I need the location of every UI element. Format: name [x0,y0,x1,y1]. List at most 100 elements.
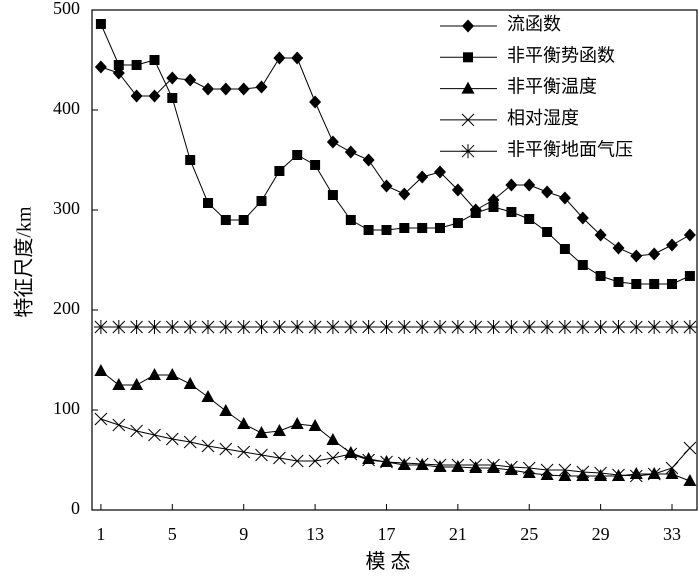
point-series-1-x8 [219,82,232,96]
point-series-4-x5 [165,432,179,446]
point-series-2-x25 [524,214,535,224]
point-series-5-x17 [379,320,394,334]
point-series-2-x33 [667,279,677,289]
point-series-2-x18 [399,223,410,233]
point-series-1-x30 [612,241,625,255]
point-series-3-x26 [540,468,554,480]
point-series-2-x28 [577,260,588,270]
y-tick-label-400: 400 [53,98,80,118]
point-series-3-x13 [308,419,322,431]
point-series-4-x33 [665,461,679,475]
point-series-5-x33 [665,320,679,334]
point-series-1-x4 [148,89,161,103]
point-series-2-x3 [131,60,142,70]
point-series-4-x32 [647,467,661,481]
plot-frame [91,9,698,511]
point-series-2-x27 [559,244,570,254]
point-series-4-x29 [594,466,607,480]
legend-label-2: 非平衡势函数 [507,45,615,65]
point-series-3-x18 [397,458,411,470]
point-series-5-x5 [165,320,180,334]
series-line-3 [100,370,691,482]
point-series-5-x10 [254,320,269,334]
point-series-5-x13 [308,320,323,334]
point-series-5-x22 [468,320,483,334]
point-series-3-x33 [665,467,679,479]
point-series-4-x9 [237,445,251,459]
point-series-2-x34 [684,271,695,281]
point-series-4-x26 [540,463,554,477]
point-series-4-x22 [469,458,483,472]
x-tick-label-17: 17 [377,524,395,544]
point-series-3-x32 [647,467,661,479]
legend-label-1: 流函数 [507,14,561,34]
point-series-4-x18 [397,456,411,470]
point-series-5-x23 [486,320,501,334]
point-series-1-x16 [362,153,375,167]
point-series-2-x16 [363,225,374,235]
point-series-3-x14 [326,433,340,445]
point-series-3-x7 [201,390,215,402]
point-series-3-x17 [380,455,393,467]
series-line-4 [100,418,691,477]
point-series-5-x16 [361,320,376,334]
point-series-3-x2 [112,378,126,390]
point-series-2-x6 [185,155,196,165]
point-series-1-x9 [237,82,250,96]
point-series-4-x30 [612,468,625,482]
point-series-1-x5 [166,71,179,85]
point-series-2-x5 [167,93,178,103]
legend-label-3: 非平衡温度 [507,77,597,97]
point-series-1-x10 [255,80,268,94]
legend-label-4: 相对湿度 [507,108,579,128]
y-tick-label-500: 500 [53,0,80,18]
point-series-2-x29 [595,271,606,281]
point-series-4-x21 [451,458,465,472]
x-tick-label-21: 21 [449,524,467,544]
x-tick-label-33: 33 [663,524,681,544]
point-series-4-x31 [629,469,643,483]
point-series-2-x9 [238,215,249,225]
point-series-3-x24 [504,463,518,475]
point-series-1-x33 [666,238,678,252]
point-series-1-x6 [184,73,197,87]
point-series-5-x29 [593,320,608,334]
series-line-2 [100,23,691,285]
point-series-1-x19 [416,170,429,184]
point-series-3-x16 [362,452,376,464]
point-series-3-x31 [629,467,643,479]
legend-label-5: 非平衡地面气压 [507,139,633,159]
point-series-1-x24 [505,178,518,192]
y-tick-label-300: 300 [53,198,80,218]
point-series-4-x7 [201,439,215,453]
point-series-2-x15 [345,215,356,225]
point-series-4-x17 [380,455,393,469]
point-series-3-x21 [451,460,465,472]
point-series-5-x31 [629,320,644,334]
point-series-1-x3 [130,89,143,103]
point-series-5-x6 [183,320,198,334]
point-series-5-x8 [218,320,233,334]
point-series-1-x29 [594,228,607,242]
point-series-4-x14 [326,451,340,465]
point-series-5-x15 [343,320,358,334]
point-series-2-x14 [327,190,338,200]
series-group [93,19,697,486]
x-axis-label: 模 态 [366,550,411,573]
point-series-3-x28 [576,469,590,481]
point-series-3-x4 [148,368,161,380]
point-series-1-x20 [434,165,446,179]
point-series-1-x15 [344,145,357,159]
point-series-4-x34 [683,441,697,455]
point-series-4-x11 [273,451,286,465]
point-series-1-x14 [326,135,339,149]
point-series-4-x23 [487,458,500,472]
point-series-5-x30 [611,320,626,334]
series-line-1 [100,57,691,257]
point-series-4-x2 [112,418,126,432]
point-series-3-x34 [683,474,697,486]
point-series-3-x15 [344,446,358,458]
point-series-5-x3 [129,320,144,334]
point-series-3-x20 [433,460,447,472]
